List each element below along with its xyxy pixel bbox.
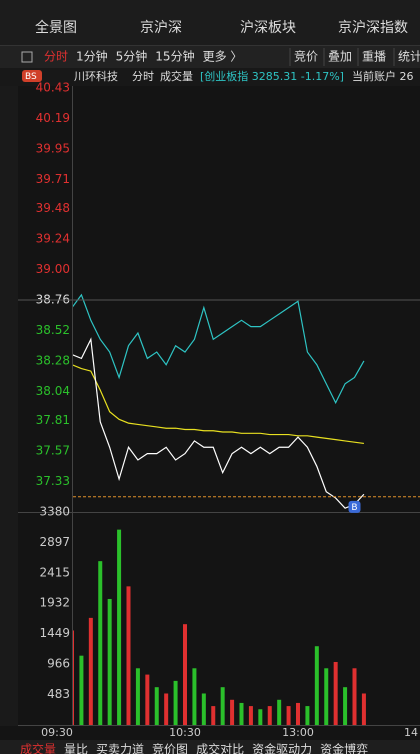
period-tab[interactable]: 1分钟 <box>76 49 108 64</box>
volume-bar <box>343 687 348 725</box>
top-tab[interactable]: 沪深板块 <box>240 20 296 36</box>
bs-badge-text: BS <box>25 72 37 82</box>
plot <box>73 293 366 725</box>
price-tick-label: 40.43 <box>36 81 70 95</box>
bottom-tab[interactable]: 竞价图 <box>152 743 188 754</box>
price-line <box>73 337 365 509</box>
volume-bar <box>192 668 197 725</box>
top-tab[interactable]: 全景图 <box>35 19 77 36</box>
volume-bar <box>267 706 272 725</box>
volume-bar <box>211 706 216 725</box>
volume-bar <box>117 529 122 725</box>
volume-bar <box>230 699 235 725</box>
x-tick-label: 10:30 <box>169 726 201 739</box>
x-tick-label: 14 <box>404 726 418 739</box>
price-tick-label: 38.28 <box>36 353 70 367</box>
volume-tick-label: 2415 <box>39 565 70 579</box>
toolbar <box>0 46 420 68</box>
price-tick-label: 39.24 <box>36 232 70 246</box>
info-indicator: 成交量 <box>160 69 193 83</box>
side-strip <box>0 86 18 726</box>
bottom-tab[interactable]: 成交对比 <box>196 742 244 754</box>
bottom-tab[interactable]: 资金博弈 <box>320 742 368 754</box>
volume-bar <box>173 680 178 725</box>
period-tab[interactable]: 5分钟 <box>116 49 148 64</box>
bottom-tab[interactable]: 量比 <box>64 743 88 754</box>
volume-bar <box>154 687 159 725</box>
volume-bar <box>183 624 187 725</box>
top-tab[interactable]: 京沪深 <box>140 20 182 36</box>
volume-bar <box>248 706 253 725</box>
tool-button[interactable]: 统计 <box>398 50 420 64</box>
volume-bar <box>305 706 310 725</box>
volume-bar <box>164 693 169 725</box>
price-tick-label: 39.95 <box>36 141 70 155</box>
top-bar <box>0 0 420 46</box>
volume-bar <box>296 702 300 725</box>
volume-bar <box>145 674 150 725</box>
info-index: [创业板指 3285.31 -1.17%] <box>200 69 344 83</box>
volume-bar <box>277 699 282 725</box>
volume-bar <box>239 702 244 725</box>
info-account: 当前账户 26 <box>352 69 414 83</box>
price-tick-label: 39.71 <box>36 172 70 186</box>
volume-tick-label: 2897 <box>39 535 70 549</box>
volume-bar <box>201 693 206 725</box>
price-tick-label: 39.48 <box>36 201 70 215</box>
volume-bar <box>79 655 84 725</box>
period-tab[interactable]: 更多 〉 <box>203 50 243 64</box>
price-tick-label: 37.81 <box>36 413 70 427</box>
volume-bar <box>352 668 357 725</box>
info-bar <box>0 68 420 86</box>
volume-bar <box>220 687 225 725</box>
volume-bar <box>286 706 291 725</box>
info-mode: 分时 <box>132 70 154 83</box>
price-tick-label: 37.33 <box>36 474 70 488</box>
period-tab[interactable]: 分时 <box>44 50 68 64</box>
price-line <box>73 364 364 445</box>
tool-button[interactable]: 叠加 <box>328 50 352 64</box>
volume-bar <box>107 598 112 725</box>
volume-tick-label: 3380 <box>39 505 70 519</box>
volume-bar <box>324 668 329 725</box>
bottom-tab[interactable]: 成交量 <box>20 742 56 754</box>
bottom-tab[interactable]: 资金驱动力 <box>252 742 312 754</box>
volume-tick-label: 966 <box>47 657 70 671</box>
x-tick-label: 13:00 <box>282 726 314 739</box>
buy-marker[interactable] <box>348 500 361 513</box>
volume-bar <box>98 561 103 725</box>
price-line <box>73 293 365 405</box>
volume-bar <box>361 693 366 725</box>
price-tick-label: 38.52 <box>36 323 70 337</box>
volume-bar <box>88 617 93 725</box>
bars <box>73 529 366 725</box>
volume-bar <box>333 661 338 725</box>
lines <box>73 293 365 509</box>
info-stock: 川环科技 <box>74 69 118 83</box>
price-tick-label: 40.19 <box>36 111 70 125</box>
bottom-tab[interactable]: 买卖力道 <box>96 743 144 754</box>
price-tick-label: 37.57 <box>36 444 70 458</box>
volume-bar <box>314 646 319 725</box>
x-tick-label: 09:30 <box>41 726 73 739</box>
volume-bar <box>126 586 131 725</box>
volume-tick-label: 483 <box>47 687 70 701</box>
top-tab[interactable]: 京沪深指数 <box>338 20 408 36</box>
volume-tick-label: 1449 <box>39 626 70 640</box>
volume-bar <box>135 668 140 725</box>
bs-badge <box>22 70 42 82</box>
panel-icon[interactable] <box>21 51 33 63</box>
volume-tick-label: 1932 <box>39 596 70 610</box>
period-tab[interactable]: 15分钟 <box>155 49 194 64</box>
price-tick-label: 39.00 <box>36 262 70 276</box>
volume-bar <box>73 630 74 725</box>
tool-button[interactable]: 竞价 <box>294 50 318 64</box>
bottom-bar <box>0 740 420 754</box>
price-tick-label: 38.04 <box>36 384 70 398</box>
buy-marker-label: B <box>351 503 357 513</box>
tool-button[interactable]: 重播 <box>362 50 386 64</box>
volume-bar <box>258 709 263 725</box>
